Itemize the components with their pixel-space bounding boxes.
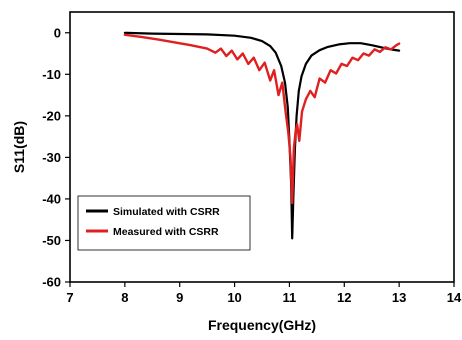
x-tick-label: 7 (66, 290, 73, 305)
y-tick-label: -50 (42, 233, 61, 248)
x-tick-label: 10 (227, 290, 241, 305)
y-tick-label: -10 (42, 67, 61, 82)
y-tick-label: 0 (54, 25, 61, 40)
x-axis-title: Frequency(GHz) (208, 317, 316, 333)
legend-box (77, 195, 251, 251)
y-axis-title: S11(dB) (11, 121, 27, 173)
x-tick-label: 9 (176, 290, 183, 305)
x-axis-ticks: 7 8 9 10 11 12 13 14 (66, 282, 462, 305)
y-tick-label: -20 (42, 108, 61, 123)
legend: Simulated with CSRR Measured with CSRR (77, 195, 251, 251)
legend-label-simulated: Simulated with CSRR (113, 206, 220, 218)
y-axis-ticks: 0 -10 -20 -30 -40 -50 -60 (42, 25, 70, 290)
series-line-measured (123, 33, 401, 205)
x-tick-label: 11 (283, 290, 297, 305)
x-tick-label: 8 (121, 290, 128, 305)
y-tick-label: -30 (42, 150, 61, 165)
plot-frame (69, 11, 455, 283)
y-tick-label: -60 (42, 275, 61, 290)
x-tick-label: 12 (337, 290, 351, 305)
y-tick-label: -40 (42, 191, 61, 206)
x-tick-label: 14 (447, 290, 462, 305)
legend-label-measured: Measured with CSRR (113, 226, 219, 238)
series-layer (123, 31, 401, 240)
x-tick-label: 13 (392, 290, 406, 305)
